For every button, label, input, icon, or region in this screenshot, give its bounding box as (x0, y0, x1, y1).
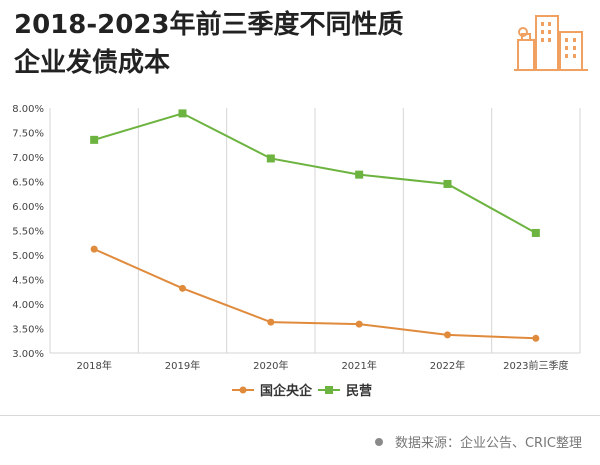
data-point (532, 334, 540, 342)
chart-title: 2018-2023年前三季度不同性质 企业发债成本 (14, 6, 484, 82)
y-tick-label: 5.50% (12, 227, 44, 238)
title-line-2: 企业发债成本 (14, 48, 171, 78)
x-tick-label: 2020年 (253, 359, 288, 372)
data-point (179, 284, 186, 292)
data-point (355, 320, 363, 328)
y-tick-label: 8.00% (12, 104, 44, 115)
x-tick-label: 2022年 (430, 359, 465, 372)
y-tick-label: 5.00% (12, 251, 44, 262)
x-tick-label: 2021年 (341, 359, 376, 372)
footer-divider (0, 415, 600, 416)
data-point (90, 135, 99, 144)
source-note: 数据来源：企业公告、CRIC整理 (374, 432, 582, 451)
x-tick-label: 2018年 (76, 359, 111, 372)
data-point (267, 318, 275, 326)
data-point (355, 170, 364, 179)
title-line-1: 2018-2023年前三季度不同性质 (14, 10, 404, 40)
data-point (178, 109, 187, 118)
series-line (93, 248, 536, 340)
y-tick-label: 4.50% (12, 276, 44, 287)
data-point (90, 245, 98, 253)
data-point (266, 154, 275, 163)
legend-label: 民营 (346, 383, 372, 399)
y-tick-label: 4.00% (12, 300, 44, 311)
y-tick-label: 7.50% (12, 129, 44, 140)
y-tick-label: 6.00% (12, 202, 44, 213)
line-chart: 3.00% 3.50% 4.00% 4.50% 5.00% 5.50% 6.00% 6.50%… (12, 104, 581, 399)
series-line (93, 112, 537, 234)
data-point (444, 331, 451, 339)
y-tick-label: 6.50% (12, 178, 44, 189)
legend-label: 国企央企 (260, 383, 313, 399)
bullet-dot-icon (374, 437, 383, 446)
x-tick-label: 2023前三季度 (503, 359, 568, 372)
legend-marker (325, 386, 333, 394)
y-tick-label: 3.00% (12, 349, 44, 360)
x-tick-label: 2019年 (165, 359, 200, 372)
city-buildings-icon (514, 15, 588, 71)
data-point (443, 179, 452, 188)
source-text: 数据来源：企业公告、CRIC整理 (394, 436, 582, 451)
y-tick-label: 7.00% (12, 153, 44, 164)
y-tick-label: 3.50% (12, 325, 44, 336)
legend-marker (239, 386, 247, 394)
data-point (531, 228, 540, 237)
